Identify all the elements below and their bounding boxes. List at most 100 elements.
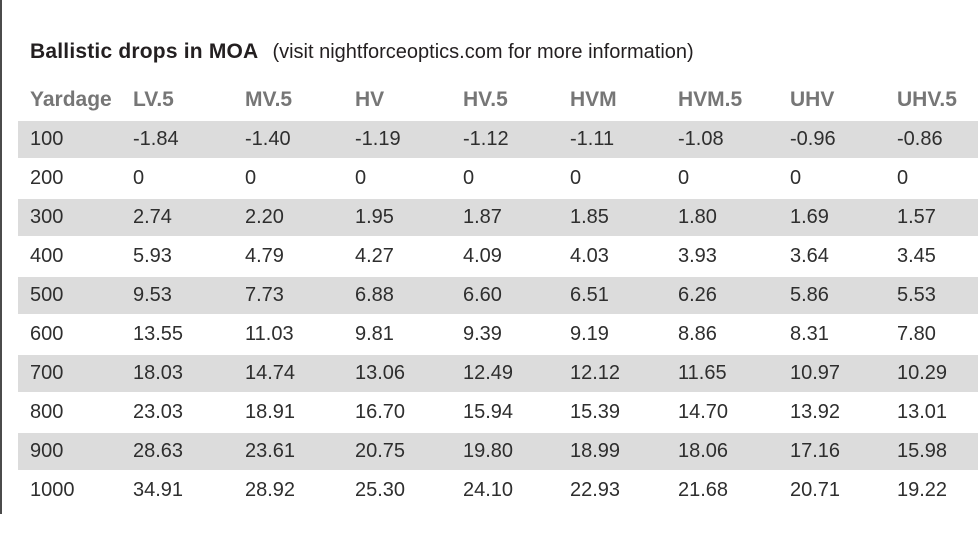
table-row: 100 -1.84 -1.40 -1.19 -1.12 -1.11 -1.08 -0.96 -0… (18, 120, 978, 159)
yardage-cell: 800 (30, 401, 64, 423)
drop-value-cell: 18.91 (245, 401, 296, 423)
drop-value-cell: 0 (245, 167, 257, 189)
page-title-row: Ballistic drops in MOA (visit nightforceo… (30, 40, 694, 64)
drop-value-cell: 20.75 (355, 440, 406, 462)
drop-value-cell: -1.12 (463, 128, 509, 150)
drop-value-cell: 8.31 (790, 323, 829, 345)
table-row: 700 18.03 14.74 13.06 12.49 12.12 11.65 10.97 10… (18, 354, 978, 393)
drop-value-cell: 1.95 (355, 206, 394, 228)
drop-value-cell: 1.85 (570, 206, 609, 228)
drop-value-cell: 0 (570, 167, 582, 189)
yardage-cell: 600 (30, 323, 64, 345)
column-header-hv-5: HV.5 (463, 88, 508, 111)
yardage-cell: 400 (30, 245, 64, 267)
drop-value-cell: 10.97 (790, 362, 841, 384)
drop-value-cell: 1.57 (897, 206, 936, 228)
yardage-cell: 1000 (30, 479, 75, 501)
drop-value-cell: 13.92 (790, 401, 841, 423)
yardage-cell: 500 (30, 284, 64, 306)
drop-value-cell: 6.26 (678, 284, 717, 306)
drop-value-cell: 5.93 (133, 245, 172, 267)
drop-value-cell: 7.73 (245, 284, 284, 306)
drop-value-cell: -1.40 (245, 128, 291, 150)
yardage-cell: 100 (30, 128, 64, 150)
drop-value-cell: 9.19 (570, 323, 609, 345)
drop-value-cell: 14.70 (678, 401, 729, 423)
column-header-yardage: Yardage (30, 88, 112, 111)
table-row: 900 28.63 23.61 20.75 19.80 18.99 18.06 17.16 15… (18, 432, 978, 471)
drop-value-cell: 11.03 (245, 323, 294, 345)
drop-value-cell: 13.01 (897, 401, 948, 423)
column-header-lv-5: LV.5 (133, 88, 174, 111)
drop-value-cell: 4.79 (245, 245, 284, 267)
drop-value-cell: 18.06 (678, 440, 729, 462)
drop-value-cell: 21.68 (678, 479, 729, 501)
drop-value-cell: 9.53 (133, 284, 172, 306)
drop-value-cell: 11.65 (678, 362, 727, 384)
drop-value-cell: 28.63 (133, 440, 184, 462)
drop-value-cell: 6.51 (570, 284, 609, 306)
drop-value-cell: 3.93 (678, 245, 717, 267)
table-body: 100 -1.84 -1.40 -1.19 -1.12 -1.11 -1.08 -0.96 -0… (18, 120, 978, 510)
drop-value-cell: -1.11 (570, 128, 615, 150)
drop-value-cell: 1.69 (790, 206, 829, 228)
table-row: 1000 34.91 28.92 25.30 24.10 22.93 21.68 20.71 1… (18, 471, 978, 510)
column-header-uhv-5: UHV.5 (897, 88, 957, 111)
drop-value-cell: 16.70 (355, 401, 406, 423)
drop-value-cell: 22.93 (570, 479, 621, 501)
table-row: 800 23.03 18.91 16.70 15.94 15.39 14.70 13.92 13… (18, 393, 978, 432)
drop-value-cell: 19.22 (897, 479, 948, 501)
drop-value-cell: 0 (790, 167, 802, 189)
table-row: 600 13.55 11.03 9.81 9.39 9.19 8.86 8.31 7.80 (18, 315, 978, 354)
drop-value-cell: 9.39 (463, 323, 502, 345)
drop-value-cell: 18.99 (570, 440, 621, 462)
yardage-cell: 700 (30, 362, 64, 384)
drop-value-cell: 0 (355, 167, 367, 189)
yardage-cell: 300 (30, 206, 64, 228)
drop-value-cell: 0 (463, 167, 475, 189)
drop-value-cell: 3.45 (897, 245, 936, 267)
page-subtitle: (visit nightforceoptics.com for more inf… (272, 41, 694, 63)
drop-value-cell: -1.84 (133, 128, 179, 150)
drop-value-cell: 19.80 (463, 440, 514, 462)
yardage-cell: 900 (30, 440, 64, 462)
drop-value-cell: 12.12 (570, 362, 621, 384)
page-title: Ballistic drops in MOA (30, 40, 259, 63)
drop-value-cell: 20.71 (790, 479, 841, 501)
drop-value-cell: 9.81 (355, 323, 394, 345)
drop-value-cell: 0 (133, 167, 145, 189)
drop-value-cell: 23.03 (133, 401, 184, 423)
drop-value-cell: 13.06 (355, 362, 406, 384)
drop-value-cell: 12.49 (463, 362, 514, 384)
column-header-hv: HV (355, 88, 385, 111)
drop-value-cell: 4.03 (570, 245, 609, 267)
column-header-hvm-5: HVM.5 (678, 88, 743, 111)
column-header-hvm: HVM (570, 88, 617, 111)
drop-value-cell: 1.87 (463, 206, 502, 228)
table-row: 200 0 0 0 0 0 0 0 0 (18, 159, 978, 198)
drop-value-cell: 15.98 (897, 440, 948, 462)
drop-value-cell: -0.86 (897, 128, 943, 150)
drop-value-cell: 13.55 (133, 323, 184, 345)
drop-value-cell: 24.10 (463, 479, 514, 501)
drop-value-cell: 4.09 (463, 245, 502, 267)
drop-value-cell: 4.27 (355, 245, 394, 267)
drop-value-cell: 28.92 (245, 479, 296, 501)
table-row: 300 2.74 2.20 1.95 1.87 1.85 1.80 1.69 1.57 (18, 198, 978, 237)
drop-value-cell: 14.74 (245, 362, 296, 384)
table-header: Yardage LV.5 MV.5 HV HV.5 HVM HVM.5 UHV UHV.5 (18, 80, 978, 120)
drop-value-cell: 6.60 (463, 284, 502, 306)
column-header-uhv: UHV (790, 88, 835, 111)
drop-value-cell: 34.91 (133, 479, 184, 501)
drop-value-cell: 17.16 (790, 440, 841, 462)
table-row: 500 9.53 7.73 6.88 6.60 6.51 6.26 5.86 5.53 (18, 276, 978, 315)
drop-value-cell: 15.94 (463, 401, 514, 423)
drop-value-cell: 8.86 (678, 323, 717, 345)
drop-value-cell: 2.20 (245, 206, 284, 228)
drop-value-cell: 2.74 (133, 206, 172, 228)
yardage-cell: 200 (30, 167, 64, 189)
drop-value-cell: 5.86 (790, 284, 829, 306)
table-row: 400 5.93 4.79 4.27 4.09 4.03 3.93 3.64 3.45 (18, 237, 978, 276)
drop-value-cell: 1.80 (678, 206, 717, 228)
